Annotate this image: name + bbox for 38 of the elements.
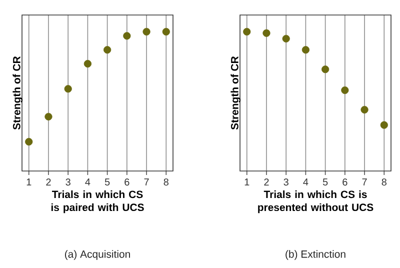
point — [380, 121, 388, 129]
y-axis-title: Strength of CR — [12, 56, 22, 130]
x-tick-label: 6 — [124, 178, 130, 186]
x-axis-title: Trials in which CS is paired with UCS — [51, 190, 144, 214]
x-tick-label: 4 — [303, 178, 308, 186]
point — [302, 46, 310, 54]
y-axis-title: Strength of CR — [230, 56, 240, 130]
point — [341, 86, 349, 94]
point — [44, 112, 52, 120]
text: (a) Acquisition — [65, 250, 130, 260]
x-tick-label: 5 — [322, 178, 328, 186]
x-tick-label: 3 — [66, 178, 70, 186]
x-tick-label: 1 — [26, 178, 32, 186]
x-axis-title: Trials in which CS is presented without UCS — [258, 190, 374, 214]
x-tick-label: 8 — [382, 178, 386, 186]
point — [243, 28, 251, 36]
x-tick-label: 2 — [264, 178, 269, 186]
point — [360, 106, 368, 114]
point — [123, 32, 131, 40]
x-tick-label: 4 — [85, 178, 90, 186]
text: (b) Extinction — [286, 250, 346, 260]
x-tick-label: 7 — [144, 178, 149, 186]
point — [262, 29, 270, 37]
x-tick-label: 2 — [46, 178, 51, 186]
x-tick-label: 8 — [164, 178, 168, 186]
x-tick-label: 7 — [362, 178, 367, 186]
point — [104, 46, 112, 54]
point — [84, 60, 92, 68]
x-tick-label: 1 — [244, 178, 250, 186]
point — [322, 66, 330, 74]
point — [162, 28, 170, 36]
point — [25, 138, 33, 146]
point — [64, 85, 72, 93]
x-tick-label: 6 — [342, 178, 348, 186]
x-tick-label: 5 — [104, 178, 110, 186]
x-tick-label: 3 — [284, 178, 288, 186]
point — [142, 28, 150, 36]
point — [282, 34, 290, 42]
